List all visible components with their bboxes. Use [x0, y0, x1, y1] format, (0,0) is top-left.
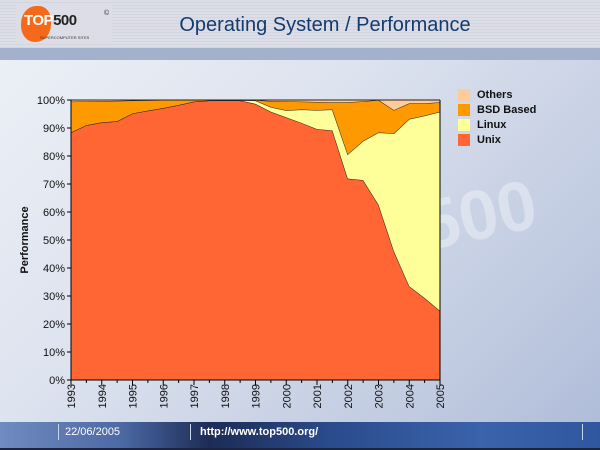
y-tick-label: 0% [49, 375, 65, 387]
x-tick-label: 2001 [312, 384, 324, 408]
y-tick-label: 20% [43, 319, 65, 331]
legend-label: BSD Based [477, 103, 537, 116]
footer-url[interactable]: http://www.top500.org/ [200, 426, 319, 438]
y-tick-label: 40% [43, 263, 65, 275]
slide-title: Operating System / Performance [179, 14, 471, 36]
y-tick-label: 70% [43, 179, 65, 191]
y-tick-label: 60% [43, 207, 65, 219]
x-tick-label: 1998 [220, 384, 232, 408]
x-tick-label: 2005 [435, 384, 447, 408]
legend-label: Others [477, 88, 513, 101]
y-tick-label: 10% [43, 347, 65, 359]
chart-legend: Others BSD Based Linux Unix [458, 87, 536, 147]
x-tick-label: 1999 [251, 384, 263, 408]
y-tick-label: 50% [43, 235, 65, 247]
slide-header: TOP500 SUPERCOMPUTER SITES © Operating S… [0, 0, 600, 49]
x-tick-label: 1997 [189, 384, 201, 408]
x-tick-label: 2000 [281, 384, 293, 408]
legend-swatch [458, 133, 470, 146]
x-tick-label: 2004 [404, 384, 416, 408]
y-tick-label: 30% [43, 291, 65, 303]
legend-label: Unix [477, 133, 501, 146]
slide-footer: 22/06/2005 http://www.top500.org/ [0, 422, 600, 450]
x-tick-label: 1995 [128, 384, 140, 408]
legend-item: BSD Based [458, 102, 536, 117]
y-tick-label: 100% [37, 95, 65, 107]
legend-item: Others [458, 87, 536, 102]
y-axis-label: Performance [19, 206, 31, 273]
legend-item: Linux [458, 117, 536, 132]
top500-logo: TOP500 SUPERCOMPUTER SITES © [16, 4, 112, 44]
x-tick-label: 1996 [158, 384, 170, 408]
x-tick-label: 2003 [374, 384, 386, 408]
header-strip [0, 48, 600, 60]
legend-swatch [458, 118, 470, 131]
area-others [71, 100, 440, 111]
area-unix [71, 100, 440, 380]
x-tick-label: 1993 [66, 384, 78, 408]
legend-item: Unix [458, 132, 536, 147]
legend-swatch [458, 88, 470, 101]
legend-label: Linux [477, 118, 507, 131]
y-tick-label: 90% [43, 123, 65, 135]
x-tick-label: 1994 [97, 384, 109, 408]
legend-swatch [458, 103, 470, 116]
footer-date: 22/06/2005 [65, 426, 121, 438]
x-tick-label: 2002 [343, 384, 355, 408]
area-bsd-based [71, 100, 440, 155]
y-tick-label: 80% [43, 151, 65, 163]
